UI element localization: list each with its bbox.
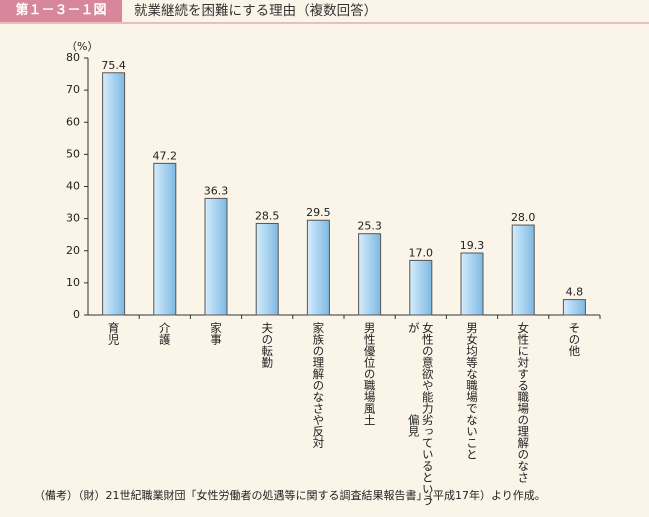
value-label: 29.5 bbox=[306, 206, 331, 219]
value-label: 28.0 bbox=[511, 211, 536, 224]
value-label: 75.4 bbox=[101, 59, 126, 72]
x-tick-label: 女性に対する職場の理解のなさ bbox=[516, 322, 531, 483]
y-tick-label: 20 bbox=[66, 244, 80, 257]
y-tick-label: 30 bbox=[66, 212, 80, 225]
value-label: 19.3 bbox=[460, 239, 485, 252]
y-axis-unit: （%） bbox=[66, 40, 99, 53]
bar bbox=[255, 222, 279, 316]
bar bbox=[511, 224, 535, 316]
x-tick-label: 男性優位の職場風土 bbox=[362, 322, 377, 426]
y-tick-label: 0 bbox=[73, 308, 80, 321]
value-label: 25.3 bbox=[357, 220, 382, 233]
chart-title: 就業継続を困難にする理由（複数回答） bbox=[134, 3, 378, 19]
bar bbox=[460, 252, 484, 316]
bar bbox=[409, 259, 433, 316]
x-tick-label-line: 女性の意欲や能力が bbox=[406, 322, 435, 414]
y-tick-label: 80 bbox=[66, 51, 80, 64]
x-tick-label: 男女均等な職場でないこと bbox=[465, 322, 479, 460]
y-tick-label: 60 bbox=[66, 115, 80, 128]
bar bbox=[102, 72, 126, 316]
x-tick-label: 家事 bbox=[209, 322, 223, 345]
value-label: 36.3 bbox=[204, 184, 229, 197]
y-tick-label: 10 bbox=[66, 276, 80, 289]
bar bbox=[562, 299, 586, 316]
bar bbox=[204, 197, 228, 316]
x-tick-label: 家族の理解のなさや反対 bbox=[311, 322, 326, 449]
x-tick-label: 女性の意欲や能力が 劣っているという偏見 bbox=[407, 322, 435, 517]
bar bbox=[358, 233, 382, 316]
x-tick-label: その他 bbox=[567, 322, 582, 357]
x-tick-label: 介護 bbox=[157, 322, 172, 345]
y-tick-label: 70 bbox=[66, 83, 80, 96]
y-tick-label: 40 bbox=[66, 180, 80, 193]
bar bbox=[306, 219, 330, 316]
footnote: （備考）（財）21世紀職業財団「女性労働者の処遇等に関する調査結果報告書」（平成… bbox=[34, 489, 546, 502]
value-label: 4.8 bbox=[566, 286, 584, 299]
bar bbox=[153, 162, 177, 316]
x-tick-label: 育児 bbox=[106, 322, 121, 345]
value-label: 47.2 bbox=[153, 149, 178, 162]
figure-badge: 第１－３－１図 bbox=[0, 0, 122, 22]
value-label: 28.5 bbox=[255, 209, 280, 222]
value-label: 17.0 bbox=[409, 246, 434, 259]
x-tick-label-line: 劣っているという偏見 bbox=[406, 414, 435, 507]
x-tick-label: 夫の転勤 bbox=[260, 322, 275, 368]
y-tick-label: 50 bbox=[66, 147, 80, 160]
